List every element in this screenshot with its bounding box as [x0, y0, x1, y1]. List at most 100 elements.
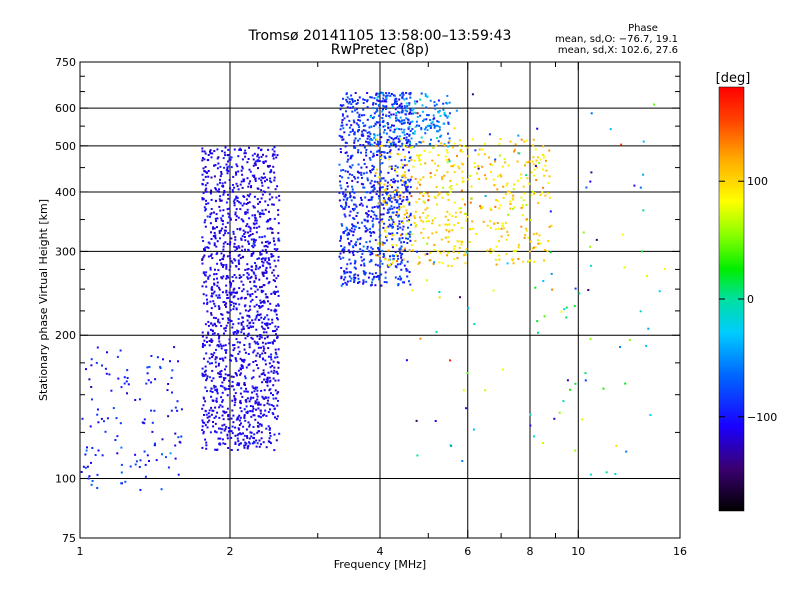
data-point: [385, 226, 388, 229]
data-point: [461, 460, 464, 462]
data-point: [378, 121, 381, 124]
data-point: [232, 349, 235, 352]
data-point: [269, 341, 272, 344]
data-point: [217, 333, 220, 336]
data-point: [278, 199, 281, 202]
data-point: [267, 371, 270, 374]
data-point: [230, 301, 233, 304]
data-point: [345, 142, 348, 144]
data-point: [269, 427, 271, 430]
data-point: [398, 220, 401, 223]
data-point: [362, 129, 365, 132]
data-point: [216, 388, 219, 391]
data-point: [234, 302, 237, 305]
data-point: [244, 211, 247, 214]
data-point: [446, 192, 449, 195]
data-point: [266, 165, 269, 167]
data-point: [376, 154, 378, 156]
data-point: [346, 160, 349, 163]
data-point: [448, 158, 450, 161]
data-point: [223, 411, 226, 414]
data-point: [246, 390, 249, 393]
data-point: [272, 377, 275, 380]
data-point: [406, 118, 409, 121]
data-point: [450, 165, 453, 168]
data-point: [386, 185, 389, 188]
data-point: [255, 226, 258, 229]
y-tick-label: 400: [55, 186, 76, 199]
data-point: [266, 178, 268, 181]
data-point: [437, 250, 440, 253]
data-point: [246, 397, 249, 400]
data-point: [621, 233, 624, 236]
data-point: [403, 213, 406, 216]
data-point: [270, 404, 273, 406]
data-point: [420, 92, 423, 95]
data-point: [233, 258, 236, 261]
data-point: [413, 145, 415, 148]
data-point: [380, 91, 383, 94]
data-point: [237, 245, 240, 248]
data-point: [241, 256, 244, 259]
data-point: [240, 276, 243, 278]
data-point: [384, 124, 386, 127]
data-point: [368, 135, 371, 138]
data-point: [497, 227, 500, 230]
data-point: [258, 439, 261, 442]
data-point: [257, 319, 260, 321]
data-point: [226, 294, 229, 296]
data-point: [260, 155, 263, 158]
data-point: [345, 198, 348, 201]
data-point: [250, 253, 253, 255]
data-point: [248, 423, 251, 426]
data-point: [142, 421, 145, 424]
data-point: [489, 163, 492, 166]
data-point: [373, 125, 376, 128]
data-point: [219, 195, 222, 198]
data-point: [348, 126, 351, 129]
data-point: [173, 346, 176, 349]
data-point: [393, 128, 396, 131]
data-point: [240, 280, 243, 283]
data-point: [345, 267, 348, 270]
data-point: [642, 140, 645, 143]
data-point: [386, 191, 389, 194]
data-point: [210, 176, 213, 179]
data-point: [219, 343, 222, 346]
axis-ticks: [79, 61, 681, 539]
data-point: [434, 217, 437, 220]
data-point: [402, 166, 404, 169]
data-point: [216, 392, 219, 395]
data-point: [274, 416, 276, 419]
data-point: [418, 216, 421, 219]
data-point: [401, 95, 404, 98]
data-point: [266, 402, 269, 405]
data-point: [274, 389, 277, 392]
data-point: [391, 226, 394, 229]
data-point: [204, 208, 207, 211]
data-point: [123, 376, 126, 379]
data-point: [80, 471, 83, 473]
data-point: [222, 258, 225, 261]
data-point: [378, 278, 381, 281]
data-point: [349, 195, 352, 197]
data-point: [253, 390, 256, 393]
data-point: [226, 208, 229, 211]
data-point: [225, 302, 228, 305]
data-point: [516, 160, 519, 163]
data-point: [205, 336, 208, 339]
data-point: [236, 434, 239, 437]
data-point: [342, 248, 345, 251]
data-point: [259, 334, 262, 337]
data-point: [260, 346, 262, 349]
data-point: [447, 132, 449, 135]
data-point: [250, 415, 253, 418]
data-point: [275, 353, 278, 356]
data-point: [220, 199, 223, 202]
data-point: [267, 425, 270, 428]
data-point: [213, 282, 216, 285]
data-point: [536, 320, 539, 323]
data-point: [377, 95, 380, 98]
data-point: [251, 154, 254, 157]
data-point: [228, 213, 231, 216]
